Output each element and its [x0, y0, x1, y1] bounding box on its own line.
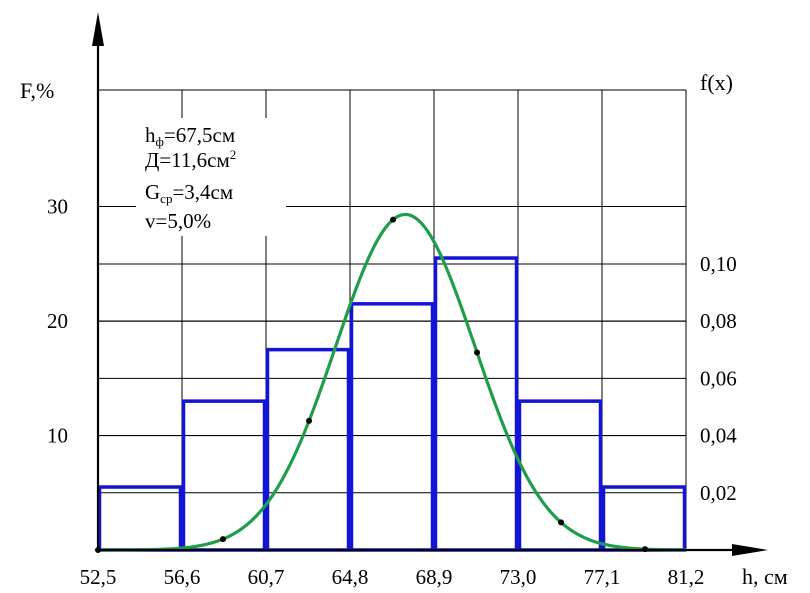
- histogram-bar: [433, 256, 519, 552]
- y-right-tick-label: 0,06: [700, 366, 737, 390]
- annotation-line: hф=67,5см: [145, 123, 235, 149]
- annotation-line: Gср=3,4см: [145, 180, 233, 206]
- left-axis-title: F,%: [20, 78, 54, 103]
- histogram-bar: [181, 399, 267, 552]
- histogram-bar: [601, 485, 687, 552]
- curve-point: [306, 417, 313, 424]
- y-left-tick-label: 20: [47, 309, 68, 333]
- x-tick-label: 68,9: [416, 565, 453, 589]
- histogram-bar: [97, 485, 183, 552]
- annotation-subscript: ср: [160, 191, 172, 206]
- labels: F,% f(x) h, см 52,5 56,6 60,7 64,8 68,9 73,0 7…: [20, 70, 788, 589]
- histogram-bar: [517, 399, 603, 552]
- x-axis-arrow: [732, 544, 768, 556]
- x-tick-label: 73,0: [500, 565, 537, 589]
- y-left-tick-label: 10: [47, 424, 68, 448]
- x-tick-label: 56,6: [164, 565, 201, 589]
- annotation-line: v=5,0%: [145, 209, 211, 233]
- right-axis-title: f(x): [700, 70, 733, 95]
- x-tick-label: 64,8: [332, 565, 369, 589]
- annotation-main: h: [145, 123, 156, 147]
- x-tick-label: 60,7: [248, 565, 285, 589]
- curve-point: [558, 519, 565, 526]
- x-tick-label: 52,5: [80, 565, 117, 589]
- x-tick-label: 81,2: [668, 565, 705, 589]
- curve-point: [219, 536, 226, 543]
- annotation-subscript: ф: [156, 134, 164, 149]
- density-curve: [95, 212, 687, 553]
- annotation-background: [136, 118, 286, 236]
- annotation-rest: =3,4см: [172, 180, 233, 204]
- curve-point: [474, 349, 481, 356]
- annotation-main: G: [145, 180, 160, 204]
- y-right-tick-label: 0,04: [700, 424, 737, 448]
- annotation-main: Д=11,6см: [145, 148, 230, 172]
- axes: [92, 12, 768, 556]
- y-right-tick-label: 0,10: [700, 252, 737, 276]
- y-right-tick-label: 0,02: [700, 481, 737, 505]
- histogram-bars: [97, 256, 687, 552]
- y-axis-arrow: [92, 12, 104, 46]
- annotation-superscript: 2: [230, 147, 237, 162]
- x-tick-label: 77,1: [584, 565, 621, 589]
- density-curve-line: [98, 212, 687, 552]
- x-axis-title: h, см: [742, 564, 788, 589]
- annotation-line: Д=11,6см2: [145, 147, 236, 172]
- histogram-bar: [349, 302, 435, 552]
- annotation-rest: =67,5см: [164, 123, 235, 147]
- y-right-tick-label: 0,08: [700, 309, 737, 333]
- histogram-bar: [265, 347, 351, 552]
- curve-point: [390, 216, 397, 223]
- y-left-tick-label: 30: [47, 195, 68, 219]
- annotation-main: v=5,0%: [145, 209, 211, 233]
